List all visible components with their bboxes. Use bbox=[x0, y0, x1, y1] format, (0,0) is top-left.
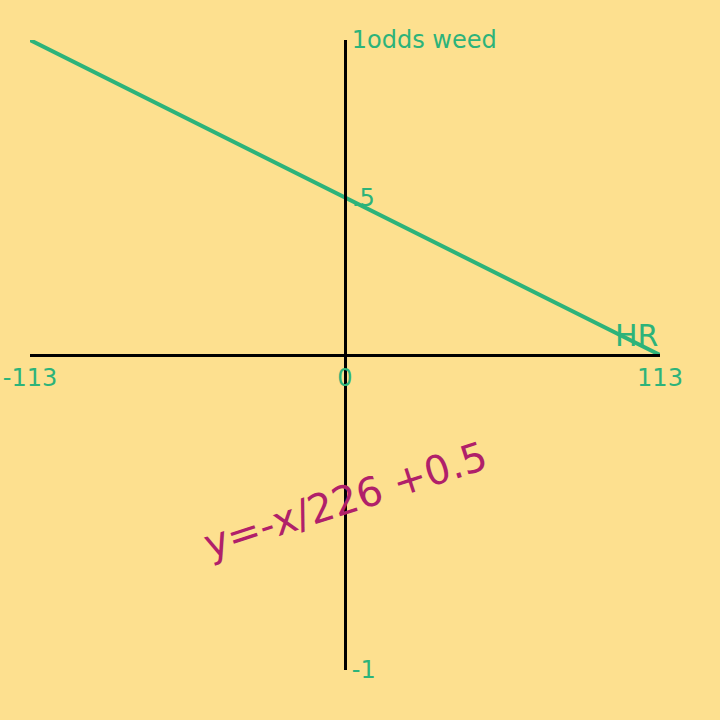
svg-text:HR: HR bbox=[615, 318, 658, 353]
svg-text:odds weed: odds weed bbox=[367, 26, 497, 54]
svg-text:0: 0 bbox=[337, 364, 352, 392]
svg-text:-1: -1 bbox=[352, 656, 376, 684]
svg-text:-113: -113 bbox=[3, 364, 57, 392]
svg-text:113: 113 bbox=[637, 364, 683, 392]
svg-text:.5: .5 bbox=[352, 184, 375, 212]
svg-text:y=-x/226 +0.5: y=-x/226 +0.5 bbox=[198, 432, 493, 567]
svg-text:1: 1 bbox=[352, 26, 367, 54]
